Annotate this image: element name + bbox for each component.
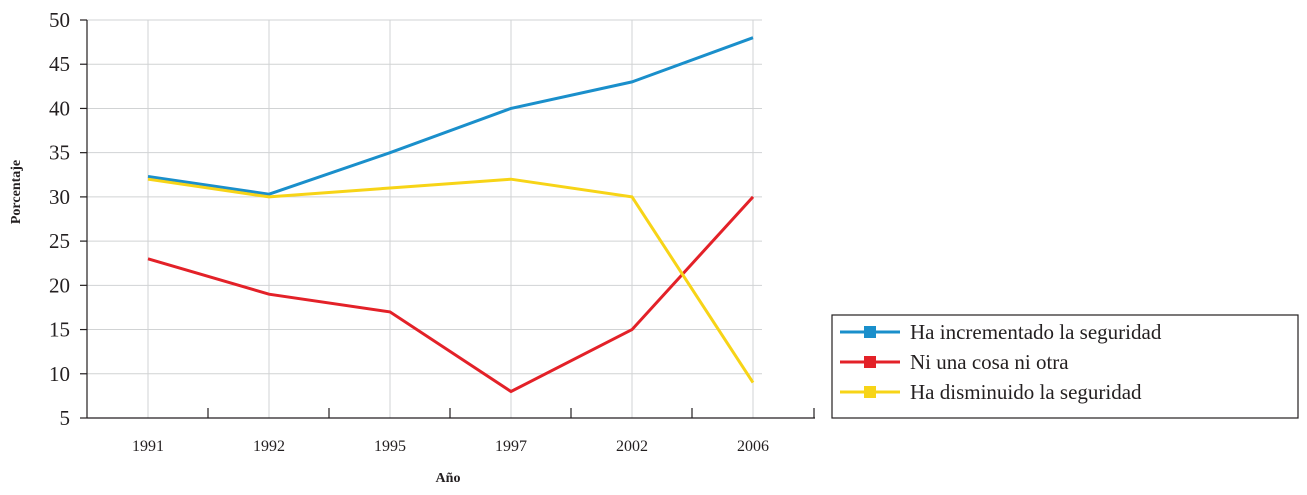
y-tick-label: 50 [49, 8, 70, 32]
legend-swatch-marker [864, 386, 876, 398]
legend: Ha incrementado la seguridad Ni una cosa … [831, 314, 1299, 419]
x-tick-label: 1995 [374, 438, 406, 455]
legend-label: Ha disminuido la seguridad [910, 380, 1142, 404]
series-line-3 [147, 177, 755, 384]
y-axis-title: Porcentaje [9, 160, 24, 224]
series-line-1 [147, 36, 754, 196]
series-lines [147, 36, 755, 394]
x-axis-title: Año [436, 471, 461, 486]
y-ticks: 5 10 15 20 25 30 35 40 45 50 [49, 8, 87, 430]
legend-box [831, 314, 1299, 419]
y-tick-label: 45 [49, 52, 70, 76]
y-tick-label: 5 [60, 406, 71, 430]
axes [86, 20, 815, 419]
legend-label: Ha incrementado la seguridad [910, 320, 1162, 344]
legend-swatch-marker [864, 326, 876, 338]
x-tick-label: 1992 [253, 438, 285, 455]
x-ticks: 1991 1992 1995 1997 2002 2006 [132, 408, 815, 455]
x-tick-label: 2002 [616, 438, 648, 455]
x-tick-label: 2006 [737, 438, 769, 455]
x-tick-label: 1991 [132, 438, 164, 455]
legend-label: Ni una cosa ni otra [910, 350, 1069, 374]
series-line-2 [147, 195, 755, 394]
y-tick-label: 40 [49, 96, 70, 120]
grid [87, 19, 762, 418]
y-tick-label: 10 [49, 362, 70, 386]
y-tick-label: 35 [49, 141, 70, 165]
y-tick-label: 15 [49, 318, 70, 342]
x-tick-label: 1997 [495, 438, 527, 455]
y-tick-label: 25 [49, 229, 70, 253]
y-tick-label: 30 [49, 185, 70, 209]
y-tick-label: 20 [49, 273, 70, 297]
legend-swatch-marker [864, 356, 876, 368]
